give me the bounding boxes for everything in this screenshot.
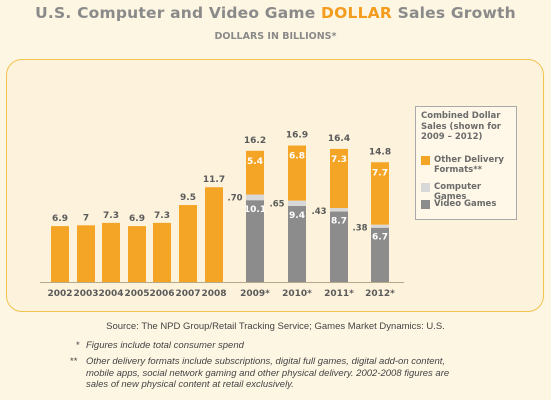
bar-video-2011*	[330, 211, 348, 282]
value-label-total-2011*: 16.4	[328, 134, 350, 144]
bar-computer-2010*	[288, 200, 306, 206]
title-highlight: DOLLAR	[321, 4, 392, 22]
bar-video-2012*	[371, 227, 389, 282]
value-label-2006: 7.3	[154, 211, 170, 221]
value-label-video-2011*: 8.7	[331, 217, 347, 227]
value-label-other-2010*: 6.8	[289, 152, 305, 162]
value-label-video-2009*: 10.1	[244, 205, 266, 215]
footnote-2-mark: **	[70, 356, 78, 367]
bar-video-2009*	[246, 200, 264, 282]
value-label-other-2009*: 5.4	[247, 157, 263, 167]
value-label-2002: 6.9	[52, 214, 68, 224]
tick-label-2004: 2004	[98, 289, 123, 299]
bar-other-2011*	[330, 148, 348, 209]
bar-computer-2012*	[371, 224, 389, 228]
bar-2003	[77, 225, 95, 282]
tick-label-2002: 2002	[47, 289, 72, 299]
legend-item-computer: Computer Games	[421, 182, 506, 202]
tick-label-2006: 2006	[149, 289, 174, 299]
title-prefix: U.S. Computer and Video Game	[35, 4, 322, 22]
value-label-total-2009*: 16.2	[244, 136, 266, 146]
tick-label-2011*: 2011*	[324, 289, 354, 299]
tick-label-2008: 2008	[201, 289, 226, 299]
tick-label-2010*: 2010*	[282, 289, 312, 299]
bar-2004	[102, 222, 120, 282]
title-suffix: Sales Growth	[391, 4, 516, 22]
legend-title: Combined Dollar Sales (shown for 2009 – …	[421, 111, 501, 142]
legend-label-other: Other Delivery Formats**	[434, 155, 504, 175]
legend: Combined Dollar Sales (shown for 2009 – …	[415, 106, 517, 220]
bar-video-2010*	[288, 205, 306, 282]
legend-swatch-other	[421, 156, 430, 165]
legend-label-video: Video Games	[434, 199, 497, 209]
value-label-2005: 6.9	[129, 214, 145, 224]
footnote-2-line-3: sales of new physical content at retail …	[86, 379, 294, 390]
value-label-other-2012*: 7.7	[372, 168, 388, 178]
bar-2006	[153, 222, 171, 282]
value-label-computer-2011*: .43	[311, 207, 326, 217]
footnote-2-line-2: mobile apps, social network gaming and o…	[86, 367, 450, 379]
bar-2007	[179, 205, 197, 282]
value-label-2007: 9.5	[180, 193, 196, 203]
footnote-1: Figures include total consumer spend	[86, 340, 244, 351]
tick-label-2003: 2003	[73, 289, 98, 299]
bar-2005	[128, 226, 146, 282]
chart-subtitle: DOLLARS IN BILLIONS*	[214, 31, 337, 42]
tick-label-2009*: 2009*	[240, 289, 270, 299]
legend-item-video: Video Games	[421, 199, 506, 209]
value-label-computer-2009*: .70	[227, 194, 242, 204]
value-label-total-2010*: 16.9	[286, 131, 308, 141]
tick-label-2012*: 2012*	[365, 289, 395, 299]
bar-2002	[51, 226, 69, 282]
value-label-computer-2012*: .38	[352, 224, 367, 234]
value-label-2004: 7.3	[103, 211, 119, 221]
value-label-video-2010*: 9.4	[289, 211, 305, 221]
footnote-1-mark: *	[76, 340, 80, 351]
chart-title: U.S. Computer and Video Game DOLLAR Sale…	[0, 4, 551, 22]
bar-other-2012*	[371, 162, 389, 225]
value-label-2008: 11.7	[203, 175, 225, 185]
value-label-2003: 7	[83, 213, 89, 223]
legend-swatch-computer	[421, 183, 430, 192]
value-label-computer-2010*: .65	[269, 200, 284, 210]
source-text: Source: The NPD Group/Retail Tracking Se…	[106, 321, 445, 332]
bar-2008	[205, 187, 223, 282]
tick-label-2005: 2005	[124, 289, 149, 299]
tick-label-2007: 2007	[175, 289, 200, 299]
legend-item-other: Other Delivery Formats**	[421, 155, 506, 175]
bar-computer-2009*	[246, 194, 264, 201]
value-label-other-2011*: 7.3	[331, 155, 347, 165]
footnote-2: Other delivery formats include subscript…	[86, 356, 526, 391]
bar-other-2010*	[288, 145, 306, 201]
footnote-2-line-1: Other delivery formats include subscript…	[86, 356, 446, 367]
value-label-video-2012*: 6.7	[372, 233, 388, 243]
bar-other-2009*	[246, 150, 264, 195]
legend-swatch-video	[421, 200, 430, 209]
legend-label-computer: Computer Games	[434, 182, 482, 202]
bar-computer-2011*	[330, 208, 348, 212]
value-label-total-2012*: 14.8	[369, 147, 391, 157]
